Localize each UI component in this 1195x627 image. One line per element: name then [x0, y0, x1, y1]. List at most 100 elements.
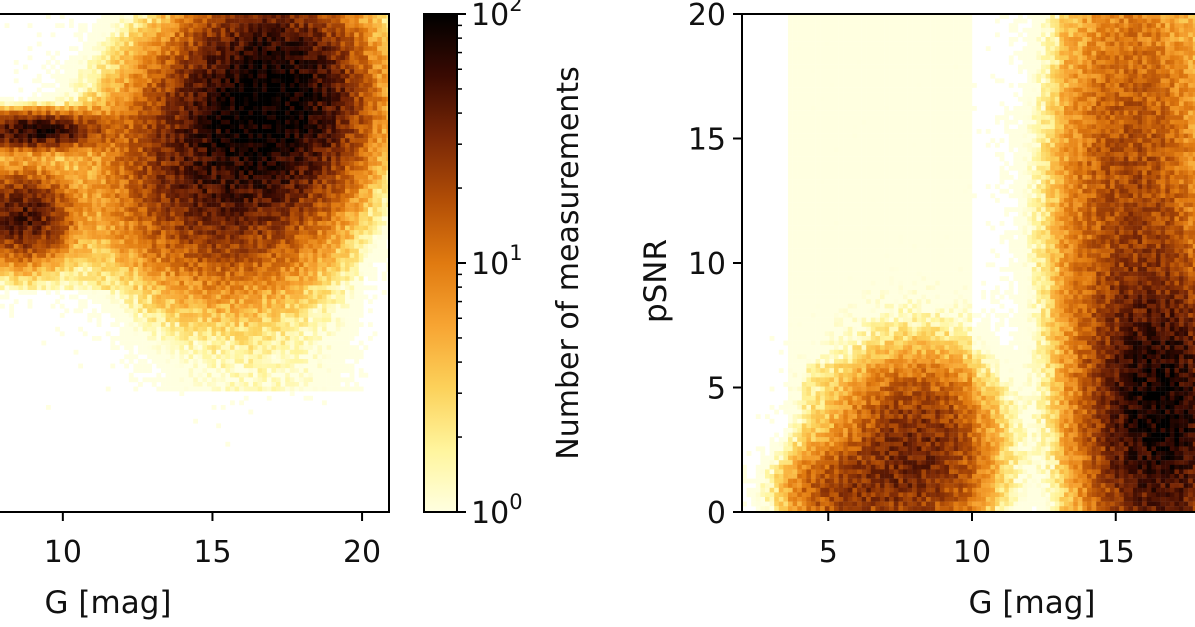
heatmap-cell	[276, 119, 281, 125]
heatmap-cell	[363, 179, 369, 185]
heatmap-cell	[266, 96, 272, 102]
heatmap-cell	[257, 239, 263, 245]
heatmap-cell	[225, 96, 231, 102]
heatmap-cell	[230, 129, 235, 134]
heatmap-cell	[128, 211, 134, 217]
heatmap-cell	[138, 175, 143, 180]
heatmap-cell	[202, 294, 208, 300]
heatmap-cell	[266, 69, 272, 74]
heatmap-cell	[50, 262, 56, 268]
heatmap-cell	[202, 179, 208, 185]
heatmap-cell	[368, 267, 373, 272]
heatmap-cell	[170, 110, 175, 116]
heatmap-cell	[82, 244, 88, 249]
heatmap-cell	[216, 198, 221, 203]
heatmap-cell	[299, 262, 304, 268]
heatmap-cell	[124, 271, 129, 277]
heatmap-cell	[299, 138, 304, 143]
heatmap-cell	[271, 257, 277, 263]
heatmap-cell	[363, 170, 369, 176]
heatmap-cell	[59, 106, 65, 111]
heatmap-cell	[368, 110, 373, 116]
heatmap-cell	[303, 179, 309, 185]
heatmap-cell	[184, 124, 189, 130]
heatmap-cell	[13, 147, 19, 153]
heatmap-cell	[13, 262, 19, 268]
heatmap-cell	[230, 175, 235, 180]
heatmap-cell	[331, 147, 336, 153]
heatmap-cell	[64, 124, 70, 130]
heatmap-cell	[165, 27, 171, 33]
heatmap-cell	[372, 106, 378, 111]
heatmap-cell	[55, 78, 60, 84]
heatmap-cell	[340, 18, 346, 24]
heatmap-cell	[271, 170, 277, 176]
heatmap-cell	[13, 188, 19, 194]
heatmap-cell	[335, 207, 341, 212]
heatmap-cell	[124, 230, 129, 235]
heatmap-cell	[197, 50, 203, 56]
heatmap-cell	[276, 211, 281, 217]
heatmap-cell	[124, 276, 129, 281]
heatmap-cell	[174, 165, 180, 171]
heatmap-cell	[294, 262, 300, 268]
heatmap-cell	[119, 152, 125, 157]
heatmap-cell	[248, 73, 254, 79]
heatmap-cell	[271, 175, 277, 180]
heatmap-cell	[4, 101, 10, 107]
heatmap-cell	[161, 165, 166, 171]
heatmap-cell	[230, 138, 235, 143]
heatmap-cell	[345, 129, 350, 134]
heatmap-cell	[381, 73, 387, 79]
heatmap-cell	[317, 276, 323, 281]
heatmap-cell	[289, 193, 295, 199]
heatmap-cell	[243, 147, 249, 153]
heatmap-cell	[184, 101, 189, 107]
heatmap-cell	[165, 271, 171, 277]
heatmap-cell	[372, 267, 378, 272]
heatmap-cell	[372, 294, 378, 300]
heatmap-cell	[322, 156, 327, 162]
heatmap-cell	[289, 257, 295, 263]
heatmap-cell	[358, 37, 364, 42]
heatmap-cell	[142, 69, 148, 74]
heatmap-cell	[184, 211, 189, 217]
heatmap-cell	[23, 267, 28, 272]
heatmap-cell	[41, 110, 47, 116]
heatmap-cell	[32, 267, 37, 272]
heatmap-cell	[331, 119, 336, 125]
heatmap-cell	[243, 106, 249, 111]
heatmap-cell	[368, 211, 373, 217]
heatmap-cell	[280, 179, 286, 185]
heatmap-cell	[322, 55, 327, 61]
heatmap-cell	[128, 276, 134, 281]
heatmap-cell	[124, 60, 129, 65]
heatmap-cell	[349, 50, 355, 56]
heatmap-cell	[142, 248, 148, 254]
heatmap-cell	[46, 207, 51, 212]
heatmap-cell	[165, 92, 171, 97]
heatmap-cell	[239, 124, 244, 130]
heatmap-cell	[386, 198, 389, 203]
heatmap-cell	[73, 142, 79, 148]
heatmap-cell	[105, 83, 111, 88]
heatmap-cell	[18, 207, 24, 212]
heatmap-cell	[312, 147, 318, 153]
heatmap-cell	[0, 248, 5, 254]
heatmap-cell	[253, 152, 258, 157]
heatmap-cell	[354, 78, 359, 84]
heatmap-cell	[303, 41, 309, 47]
heatmap-cell	[69, 147, 74, 153]
heatmap-cell	[23, 106, 28, 111]
heatmap-cell	[174, 152, 180, 157]
heatmap-cell	[381, 271, 387, 277]
heatmap-cell	[193, 198, 198, 203]
heatmap-cell	[285, 92, 290, 97]
heatmap-cell	[174, 78, 180, 84]
heatmap-cell	[358, 23, 364, 28]
heatmap-cell	[216, 46, 221, 51]
heatmap-cell	[280, 234, 286, 240]
heatmap-cell	[202, 234, 208, 240]
heatmap-cell	[165, 170, 171, 176]
heatmap-cell	[151, 69, 157, 74]
